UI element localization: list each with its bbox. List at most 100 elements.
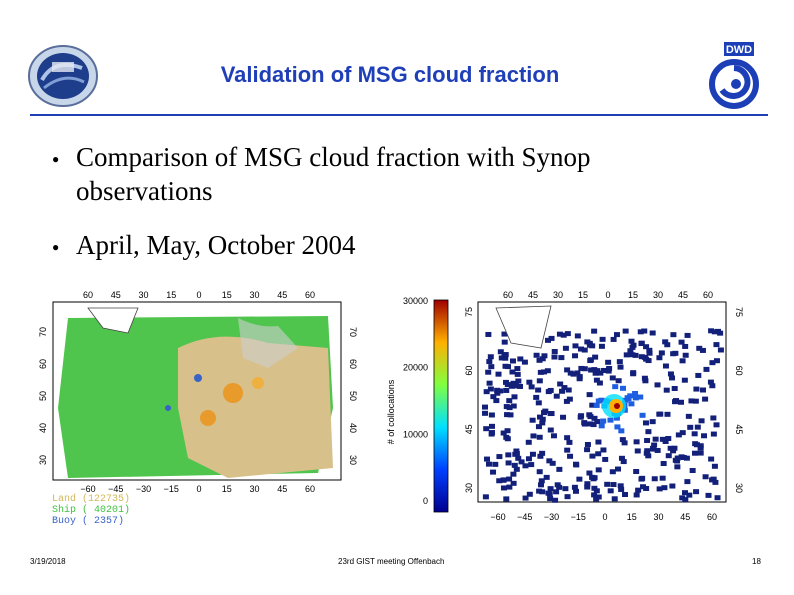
footer-date: 3/19/2018 [30, 557, 66, 566]
tick-label: 15 [578, 290, 588, 300]
collocation-cell [547, 486, 554, 492]
collocation-cell [528, 384, 535, 390]
collocation-cell [598, 423, 605, 429]
collocation-cell [609, 469, 616, 475]
collocation-cell [522, 463, 529, 469]
collocation-cell [557, 381, 564, 387]
bullet-marker: ● [52, 240, 60, 254]
tick-label: 60 [305, 290, 315, 300]
tick-label: 40 [348, 423, 358, 433]
collocation-cell [505, 452, 512, 458]
collocation-cell [697, 450, 704, 456]
collocation-cell [539, 420, 546, 426]
collocation-cell [662, 363, 669, 369]
collocation-cell [578, 365, 585, 371]
collocation-cell [501, 339, 508, 345]
collocation-cell [679, 430, 686, 436]
collocation-cell [591, 485, 598, 491]
collocation-cell [703, 366, 710, 372]
collocation-cell [533, 394, 540, 400]
collocation-cell [483, 426, 490, 432]
collocation-cell [600, 418, 607, 424]
collocation-cell [515, 378, 522, 384]
collocation-cell [539, 356, 546, 362]
collocation-cell [712, 479, 719, 485]
collocation-cell [680, 455, 687, 461]
collocation-cell [587, 342, 594, 348]
collocation-cell [586, 470, 593, 476]
collocation-cell [488, 364, 495, 370]
collocation-cell [611, 496, 618, 502]
collocation-cell [671, 445, 678, 451]
collocation-cell [525, 439, 532, 445]
collocation-cell [681, 377, 688, 383]
collocation-cell [596, 380, 603, 386]
left-map-lat-ticks-right: 70 60 50 40 30 [348, 327, 358, 465]
collocation-cell [610, 336, 617, 342]
land-hotspot [200, 410, 216, 426]
collocation-cell [646, 347, 653, 353]
tick-label: −45 [517, 512, 532, 522]
collocation-cell [556, 484, 563, 490]
land-hotspot [252, 377, 264, 389]
collocation-cell [644, 448, 651, 454]
collocation-cell [632, 395, 639, 401]
collocation-cell [492, 461, 499, 467]
collocation-cell [501, 331, 508, 337]
collocation-cell [641, 375, 648, 381]
collocation-cell [650, 445, 657, 451]
collocation-cell [667, 371, 674, 377]
bullet-1-text: Comparison of MSG cloud fraction with Sy… [76, 142, 591, 206]
collocation-cell [535, 400, 542, 406]
collocation-cell [537, 414, 544, 420]
tick-label: 60 [503, 290, 513, 300]
collocation-cell [496, 478, 503, 484]
collocation-cell [695, 372, 702, 378]
right-map-lat-ticks-left: 75 60 45 30 [464, 307, 474, 493]
collocation-cell [613, 332, 620, 338]
collocation-cell [500, 485, 507, 491]
bullet-2-text: April, May, October 2004 [76, 230, 356, 260]
collocation-cell [638, 340, 645, 346]
tick-label: 15 [222, 484, 232, 494]
collocation-cell [556, 466, 563, 472]
collocation-cell [685, 413, 692, 419]
collocation-cell [662, 339, 669, 345]
collocation-cell [586, 412, 593, 418]
collocation-cell [713, 342, 720, 348]
ssf-logo [24, 40, 102, 110]
dwd-logo-graphic: DWD [709, 42, 759, 109]
collocation-cell [570, 371, 577, 377]
collocation-cell [640, 484, 647, 490]
collocation-cell [638, 476, 645, 482]
collocation-cell [504, 428, 511, 434]
collocation-cell [635, 487, 642, 493]
collocation-cell [589, 402, 596, 408]
scandinavia-outline [238, 318, 298, 368]
collocation-cell [544, 337, 551, 343]
collocation-cell [546, 491, 553, 497]
collocation-cell [535, 387, 542, 393]
collocation-cell [544, 368, 551, 374]
left-map-figure: 60 45 30 15 0 15 30 45 60 −60 −45 −30 −15 0 15 30 45 60 … [28, 288, 368, 538]
collocation-cell [522, 495, 529, 501]
collocation-cell [628, 401, 635, 407]
colorbar-ticks: 30000 20000 10000 0 [403, 296, 428, 506]
collocation-cell [562, 486, 569, 492]
collocation-cell [609, 375, 616, 381]
collocation-cell [670, 448, 677, 454]
collocation-cell [526, 491, 533, 497]
collocation-cell [496, 454, 503, 460]
collocation-cell [593, 402, 600, 408]
collocation-cell [541, 369, 548, 375]
greenland-outline [87, 307, 139, 334]
collocation-cell [512, 383, 519, 389]
tick-label: 15 [628, 290, 638, 300]
collocation-cell [554, 482, 561, 488]
collocation-cell [482, 494, 489, 500]
tick-label: 30 [553, 290, 563, 300]
collocation-cell [623, 352, 630, 358]
collocation-cell [507, 412, 514, 418]
tick-label: 60 [38, 359, 48, 369]
collocation-cell [717, 330, 724, 336]
